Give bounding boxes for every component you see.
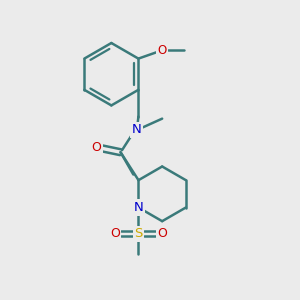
Text: O: O: [110, 227, 120, 240]
Text: O: O: [158, 44, 167, 57]
Text: N: N: [132, 123, 142, 136]
Text: S: S: [134, 227, 143, 240]
Text: O: O: [157, 227, 167, 240]
Text: N: N: [134, 201, 143, 214]
Text: O: O: [91, 141, 101, 154]
